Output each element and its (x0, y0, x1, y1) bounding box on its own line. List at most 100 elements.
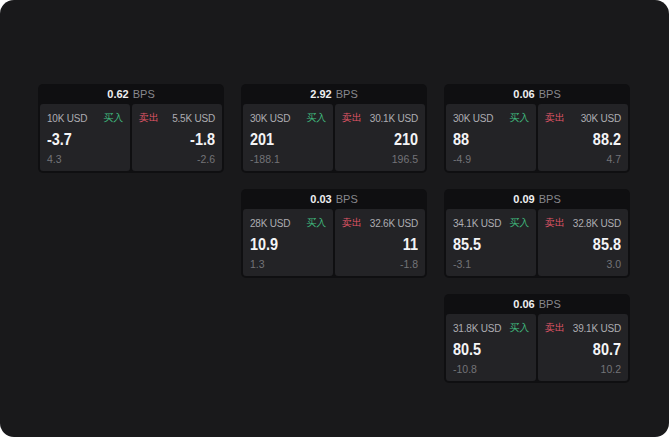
sell-delta: 10.2 (545, 363, 621, 375)
sell-price: 11 (353, 235, 418, 255)
buy-amount: 31.8K USD (453, 323, 501, 334)
buy-quote-panel[interactable]: 30K USD 买入 201 -188.1 (243, 104, 333, 171)
sell-panel-header: 卖出 30.1K USD (342, 111, 418, 125)
bps-header: 0.62 BPS (38, 84, 224, 104)
bps-unit-label: BPS (133, 88, 155, 100)
quote-card-body: 30K USD 买入 88 -4.9 卖出 30K USD 88.2 4.7 (444, 104, 630, 173)
buy-side-label: 买入 (103, 111, 123, 125)
bps-value: 0.62 (107, 88, 128, 100)
sell-side-label: 卖出 (342, 216, 362, 230)
sell-price: 210 (353, 130, 418, 150)
sell-delta: -1.8 (342, 258, 418, 270)
sell-panel-header: 卖出 39.1K USD (545, 321, 621, 335)
sell-quote-panel[interactable]: 卖出 32.8K USD 85.8 3.0 (538, 209, 628, 276)
bps-header: 0.06 BPS (444, 294, 630, 314)
bps-header: 0.09 BPS (444, 189, 630, 209)
buy-quote-panel[interactable]: 10K USD 买入 -3.7 4.3 (40, 104, 130, 171)
sell-panel-header: 卖出 32.6K USD (342, 216, 418, 230)
bps-value: 0.06 (513, 88, 534, 100)
sell-quote-panel[interactable]: 卖出 39.1K USD 80.7 10.2 (538, 314, 628, 381)
buy-delta: 4.3 (47, 153, 123, 165)
buy-panel-header: 30K USD 买入 (453, 111, 529, 125)
sell-side-label: 卖出 (545, 111, 565, 125)
sell-quote-panel[interactable]: 卖出 5.5K USD -1.8 -2.6 (132, 104, 222, 171)
buy-amount: 30K USD (453, 113, 493, 124)
sell-amount: 39.1K USD (573, 323, 621, 334)
buy-price: 201 (250, 130, 315, 150)
quote-card-body: 31.8K USD 买入 80.5 -10.8 卖出 39.1K USD 80.… (444, 314, 630, 383)
buy-panel-header: 10K USD 买入 (47, 111, 123, 125)
sell-price: -1.8 (150, 130, 215, 150)
buy-panel-header: 30K USD 买入 (250, 111, 326, 125)
bps-header: 0.06 BPS (444, 84, 630, 104)
bps-value: 0.09 (513, 193, 534, 205)
sell-amount: 32.8K USD (573, 218, 621, 229)
sell-price: 85.8 (556, 235, 621, 255)
buy-price: -3.7 (47, 130, 112, 150)
sell-side-label: 卖出 (545, 216, 565, 230)
buy-delta: 1.3 (250, 258, 326, 270)
buy-price: 80.5 (453, 340, 518, 360)
bps-unit-label: BPS (336, 193, 358, 205)
sell-price: 80.7 (556, 340, 621, 360)
buy-side-label: 买入 (509, 216, 529, 230)
bps-value: 0.06 (513, 298, 534, 310)
bps-unit-label: BPS (336, 88, 358, 100)
buy-quote-panel[interactable]: 31.8K USD 买入 80.5 -10.8 (446, 314, 536, 381)
sell-delta: 3.0 (545, 258, 621, 270)
buy-panel-header: 31.8K USD 买入 (453, 321, 529, 335)
sell-price: 88.2 (556, 130, 621, 150)
quote-card-body: 34.1K USD 买入 85.5 -3.1 卖出 32.8K USD 85.8… (444, 209, 630, 278)
sell-delta: 4.7 (545, 153, 621, 165)
sell-panel-header: 卖出 32.8K USD (545, 216, 621, 230)
buy-side-label: 买入 (509, 321, 529, 335)
quote-card-body: 28K USD 买入 10.9 1.3 卖出 32.6K USD 11 -1.8 (241, 209, 427, 278)
quotes-grid: 0.62 BPS 10K USD 买入 -3.7 4.3 卖出 5.5K USD… (38, 84, 630, 383)
quote-card-body: 30K USD 买入 201 -188.1 卖出 30.1K USD 210 1… (241, 104, 427, 173)
quote-card: 0.62 BPS 10K USD 买入 -3.7 4.3 卖出 5.5K USD… (38, 84, 224, 173)
bps-value: 2.92 (310, 88, 331, 100)
buy-amount: 30K USD (250, 113, 290, 124)
sell-amount: 32.6K USD (370, 218, 418, 229)
sell-delta: -2.6 (139, 153, 215, 165)
bps-unit-label: BPS (539, 88, 561, 100)
buy-price: 10.9 (250, 235, 315, 255)
buy-quote-panel[interactable]: 30K USD 买入 88 -4.9 (446, 104, 536, 171)
sell-side-label: 卖出 (139, 111, 159, 125)
buy-delta: -10.8 (453, 363, 529, 375)
bps-header: 2.92 BPS (241, 84, 427, 104)
bps-header: 0.03 BPS (241, 189, 427, 209)
sell-quote-panel[interactable]: 卖出 30.1K USD 210 196.5 (335, 104, 425, 171)
sell-side-label: 卖出 (342, 111, 362, 125)
bps-unit-label: BPS (539, 298, 561, 310)
buy-side-label: 买入 (306, 216, 326, 230)
buy-panel-header: 34.1K USD 买入 (453, 216, 529, 230)
quote-card: 0.06 BPS 31.8K USD 买入 80.5 -10.8 卖出 39.1… (444, 294, 630, 383)
buy-amount: 10K USD (47, 113, 87, 124)
buy-price: 85.5 (453, 235, 518, 255)
buy-delta: -188.1 (250, 153, 326, 165)
quote-card: 0.03 BPS 28K USD 买入 10.9 1.3 卖出 32.6K US… (241, 189, 427, 278)
buy-panel-header: 28K USD 买入 (250, 216, 326, 230)
quote-card: 0.06 BPS 30K USD 买入 88 -4.9 卖出 30K USD 8… (444, 84, 630, 173)
sell-amount: 5.5K USD (172, 113, 215, 124)
buy-side-label: 买入 (306, 111, 326, 125)
sell-panel-header: 卖出 30K USD (545, 111, 621, 125)
sell-quote-panel[interactable]: 卖出 32.6K USD 11 -1.8 (335, 209, 425, 276)
buy-quote-panel[interactable]: 28K USD 买入 10.9 1.3 (243, 209, 333, 276)
quote-card-body: 10K USD 买入 -3.7 4.3 卖出 5.5K USD -1.8 -2.… (38, 104, 224, 173)
sell-side-label: 卖出 (545, 321, 565, 335)
quote-card: 0.09 BPS 34.1K USD 买入 85.5 -3.1 卖出 32.8K… (444, 189, 630, 278)
sell-delta: 196.5 (342, 153, 418, 165)
bps-value: 0.03 (310, 193, 331, 205)
sell-panel-header: 卖出 5.5K USD (139, 111, 215, 125)
buy-side-label: 买入 (509, 111, 529, 125)
quote-card: 2.92 BPS 30K USD 买入 201 -188.1 卖出 30.1K … (241, 84, 427, 173)
sell-quote-panel[interactable]: 卖出 30K USD 88.2 4.7 (538, 104, 628, 171)
buy-amount: 28K USD (250, 218, 290, 229)
buy-price: 88 (453, 130, 518, 150)
buy-quote-panel[interactable]: 34.1K USD 买入 85.5 -3.1 (446, 209, 536, 276)
buy-delta: -3.1 (453, 258, 529, 270)
sell-amount: 30K USD (581, 113, 621, 124)
bps-unit-label: BPS (539, 193, 561, 205)
